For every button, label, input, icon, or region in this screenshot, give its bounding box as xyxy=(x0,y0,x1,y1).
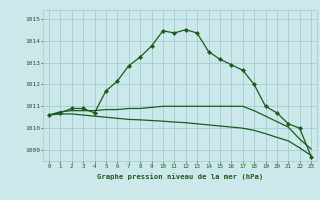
X-axis label: Graphe pression niveau de la mer (hPa): Graphe pression niveau de la mer (hPa) xyxy=(97,173,263,180)
